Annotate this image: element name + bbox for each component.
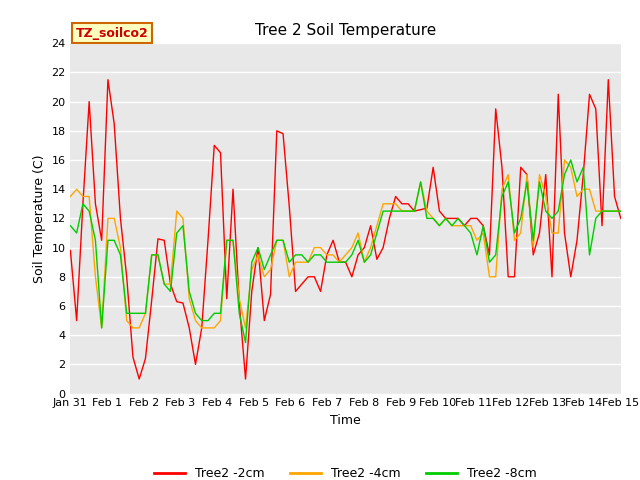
Tree2 -8cm <box>242 340 250 346</box>
Tree2 -8cm <box>179 223 187 228</box>
Title: Tree 2 Soil Temperature: Tree 2 Soil Temperature <box>255 23 436 38</box>
Tree2 -2cm <box>136 376 143 382</box>
Tree2 -2cm <box>360 245 368 251</box>
Tree2 -4cm <box>129 325 137 331</box>
Tree2 -4cm <box>141 311 149 316</box>
X-axis label: Time: Time <box>330 414 361 427</box>
Tree2 -4cm <box>67 193 74 199</box>
Tree2 -2cm <box>148 297 156 303</box>
Tree2 -4cm <box>98 325 106 331</box>
Tree2 -4cm <box>285 274 293 280</box>
Line: Tree2 -4cm: Tree2 -4cm <box>70 160 621 328</box>
Tree2 -2cm <box>567 274 575 280</box>
Tree2 -2cm <box>292 288 300 294</box>
Tree2 -2cm <box>129 354 137 360</box>
Legend: Tree2 -2cm, Tree2 -4cm, Tree2 -8cm: Tree2 -2cm, Tree2 -4cm, Tree2 -8cm <box>149 462 542 480</box>
Tree2 -4cm <box>561 157 568 163</box>
Line: Tree2 -8cm: Tree2 -8cm <box>70 160 621 343</box>
Tree2 -4cm <box>617 208 625 214</box>
Tree2 -8cm <box>561 172 568 178</box>
Line: Tree2 -2cm: Tree2 -2cm <box>70 80 621 379</box>
Tree2 -4cm <box>186 296 193 301</box>
Y-axis label: Soil Temperature (C): Soil Temperature (C) <box>33 154 45 283</box>
Tree2 -4cm <box>567 165 575 170</box>
Tree2 -4cm <box>355 230 362 236</box>
Tree2 -8cm <box>67 223 74 228</box>
Tree2 -8cm <box>355 238 362 243</box>
Tree2 -8cm <box>285 259 293 265</box>
Tree2 -2cm <box>67 248 74 253</box>
Tree2 -2cm <box>191 361 199 367</box>
Tree2 -8cm <box>567 157 575 163</box>
Tree2 -8cm <box>123 311 131 316</box>
Tree2 -2cm <box>104 77 112 83</box>
Tree2 -8cm <box>136 311 143 316</box>
Tree2 -8cm <box>617 208 625 214</box>
Tree2 -2cm <box>617 216 625 221</box>
Text: TZ_soilco2: TZ_soilco2 <box>76 27 148 40</box>
